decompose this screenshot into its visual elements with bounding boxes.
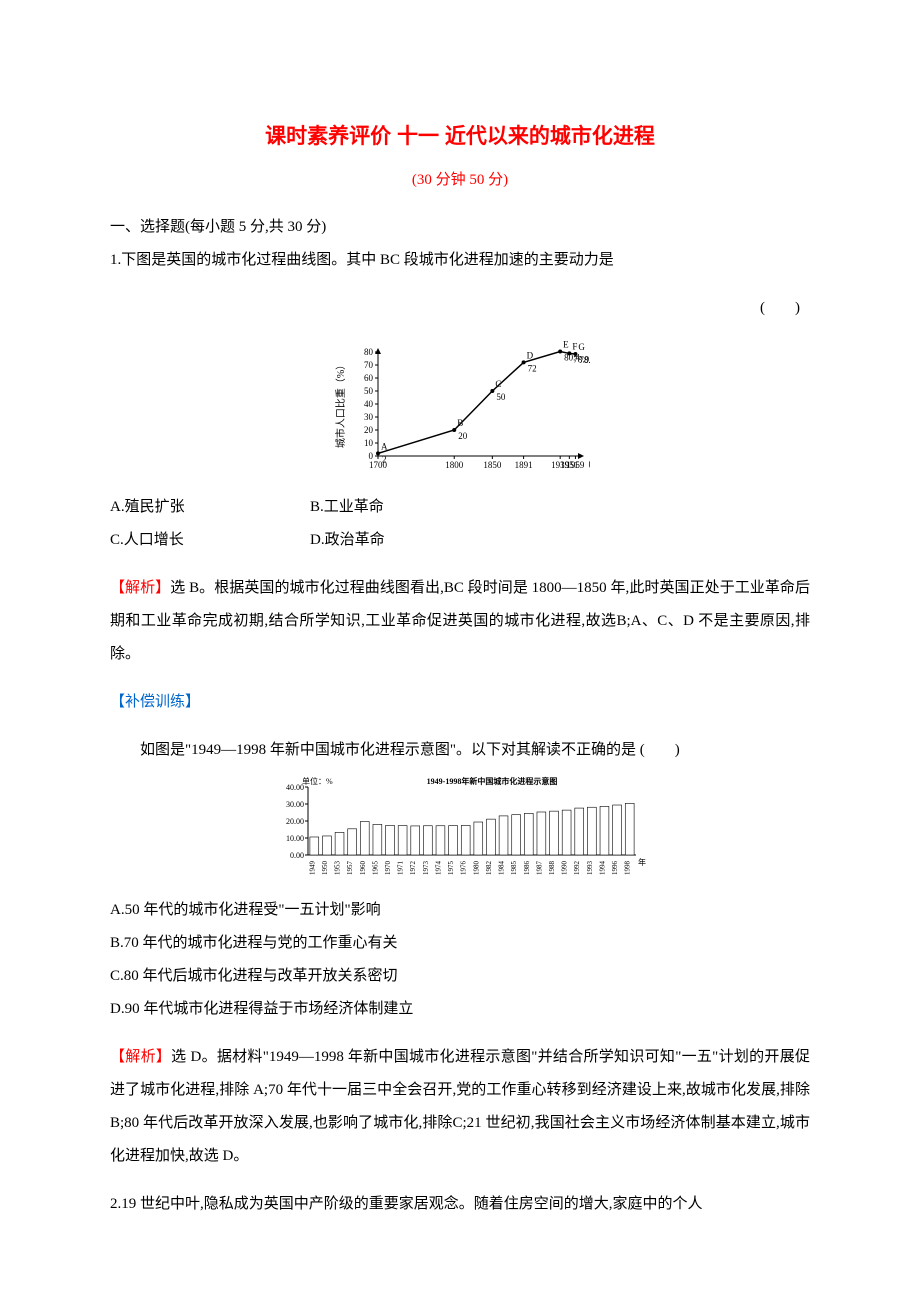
page: 课时素养评价 十一 近代以来的城市化进程 (30 分钟 50 分) 一、选择题(…: [0, 0, 920, 1302]
supp-explain: 【解析】选 D。据材料"1949—1998 年新中国城市化进程示意图"并结合所学…: [110, 1041, 810, 1173]
svg-text:1982: 1982: [485, 861, 493, 876]
svg-text:1971: 1971: [397, 861, 405, 876]
svg-text:1985: 1985: [510, 861, 518, 876]
q1-paren: ( ): [110, 292, 810, 325]
svg-text:1994: 1994: [598, 861, 606, 876]
q1-chart: 0102030405060708017001800185018911939195…: [110, 340, 810, 485]
svg-text:78.5: 78.5: [579, 355, 590, 365]
svg-text:1891: 1891: [515, 460, 533, 470]
svg-text:1976: 1976: [460, 861, 468, 876]
svg-text:C: C: [495, 379, 501, 389]
svg-text:80: 80: [364, 347, 374, 357]
china-urbanization-bar-chart: 单位：% 1949-1998年新中国城市化进程示意图 0.00 10.00 20.00 3…: [270, 773, 650, 883]
svg-text:1949-1998年新中国城市化进程示意图: 1949-1998年新中国城市化进程示意图: [427, 776, 558, 786]
svg-text:1988: 1988: [548, 861, 556, 876]
svg-text:1800: 1800: [445, 460, 464, 470]
svg-text:单位：%: 单位：%: [302, 776, 333, 786]
svg-text:1970: 1970: [384, 861, 392, 876]
svg-text:10.00: 10.00: [286, 834, 304, 843]
svg-text:72: 72: [528, 363, 537, 373]
svg-text:1957: 1957: [346, 861, 354, 876]
svg-text:B: B: [457, 418, 463, 428]
svg-text:1960: 1960: [359, 861, 367, 876]
svg-text:E: E: [563, 340, 569, 349]
svg-text:1953: 1953: [334, 861, 342, 876]
section-header: 一、选择题(每小题 5 分,共 30 分): [110, 211, 810, 244]
svg-text:30.00: 30.00: [286, 800, 304, 809]
svg-text:1950: 1950: [321, 861, 329, 876]
svg-text:D: D: [527, 350, 534, 360]
page-subtitle: (30 分钟 50 分): [110, 168, 810, 189]
svg-text:60: 60: [364, 373, 374, 383]
svg-text:1965: 1965: [371, 861, 379, 876]
svg-text:20.00: 20.00: [286, 817, 304, 826]
page-title: 课时素养评价 十一 近代以来的城市化进程: [110, 120, 810, 150]
svg-text:1987: 1987: [535, 861, 543, 876]
svg-text:年: 年: [638, 857, 646, 867]
svg-text:1980: 1980: [472, 861, 480, 876]
svg-text:G: G: [578, 342, 585, 352]
supp-opt-d: D.90 年代城市化进程得益于市场经济体制建立: [110, 993, 810, 1026]
svg-text:（年）: （年）: [582, 458, 590, 471]
q1-opt-d: D.政治革命: [310, 524, 510, 557]
q2-stem: 2.19 世纪中叶,隐私成为英国中产阶级的重要家居观念。随着住房空间的增大,家庭…: [110, 1188, 810, 1221]
uk-urbanization-line-chart: 0102030405060708017001800185018911939195…: [330, 340, 590, 480]
svg-text:70: 70: [364, 360, 374, 370]
svg-text:40: 40: [364, 399, 374, 409]
q1-options: A.殖民扩张 B.工业革命 C.人口增长 D.政治革命: [110, 491, 810, 557]
supp-opt-b: B.70 年代的城市化进程与党的工作重心有关: [110, 927, 810, 960]
q1-opt-a: A.殖民扩张: [110, 491, 310, 524]
q1-opt-c: C.人口增长: [110, 524, 310, 557]
supplement-label: 【补偿训练】: [110, 686, 810, 719]
svg-text:50: 50: [496, 392, 506, 402]
explain-label: 【解析】: [110, 1049, 171, 1065]
svg-text:40.00: 40.00: [286, 783, 304, 792]
svg-text:城市人口比重（%）: 城市人口比重（%）: [334, 360, 347, 448]
supp-opt-c: C.80 年代后城市化进程与改革开放关系密切: [110, 960, 810, 993]
q1-explain-text: 选 B。根据英国的城市化过程曲线图看出,BC 段时间是 1800—1850 年,…: [110, 580, 810, 662]
svg-text:1998: 1998: [624, 861, 632, 876]
svg-text:10: 10: [364, 438, 374, 448]
supp-explain-text: 选 D。据材料"1949—1998 年新中国城市化进程示意图"并结合所学知识可知…: [110, 1049, 810, 1164]
svg-text:F: F: [572, 341, 577, 351]
svg-text:1972: 1972: [409, 861, 417, 876]
svg-text:1992: 1992: [573, 861, 581, 876]
supp-stem: 如图是"1949—1998 年新中国城市化进程示意图"。以下对其解读不正确的是 …: [110, 734, 810, 767]
svg-text:50: 50: [364, 386, 374, 396]
svg-text:20: 20: [458, 431, 468, 441]
supp-opt-a: A.50 年代的城市化进程受"一五计划"影响: [110, 894, 810, 927]
svg-text:1986: 1986: [523, 861, 531, 876]
svg-text:1975: 1975: [447, 861, 455, 876]
svg-text:1993: 1993: [586, 861, 594, 876]
svg-text:1949: 1949: [308, 861, 316, 876]
supp-chart: 单位：% 1949-1998年新中国城市化进程示意图 0.00 10.00 20.00 3…: [110, 773, 810, 888]
svg-text:1984: 1984: [498, 861, 506, 876]
svg-text:2: 2: [382, 454, 387, 464]
svg-text:1850: 1850: [483, 460, 502, 470]
svg-text:30: 30: [364, 412, 374, 422]
q1-opt-b: B.工业革命: [310, 491, 510, 524]
q1-stem: 1.下图是英国的城市化过程曲线图。其中 BC 段城市化进程加速的主要动力是: [110, 244, 810, 277]
explain-label: 【解析】: [110, 580, 170, 596]
svg-text:A: A: [381, 441, 388, 451]
svg-text:1973: 1973: [422, 861, 430, 876]
q1-explain: 【解析】选 B。根据英国的城市化过程曲线图看出,BC 段时间是 1800—185…: [110, 572, 810, 671]
svg-text:1974: 1974: [434, 861, 442, 876]
svg-text:0.00: 0.00: [290, 851, 304, 860]
svg-text:1996: 1996: [611, 861, 619, 876]
svg-text:1990: 1990: [561, 861, 569, 876]
svg-text:20: 20: [364, 425, 374, 435]
